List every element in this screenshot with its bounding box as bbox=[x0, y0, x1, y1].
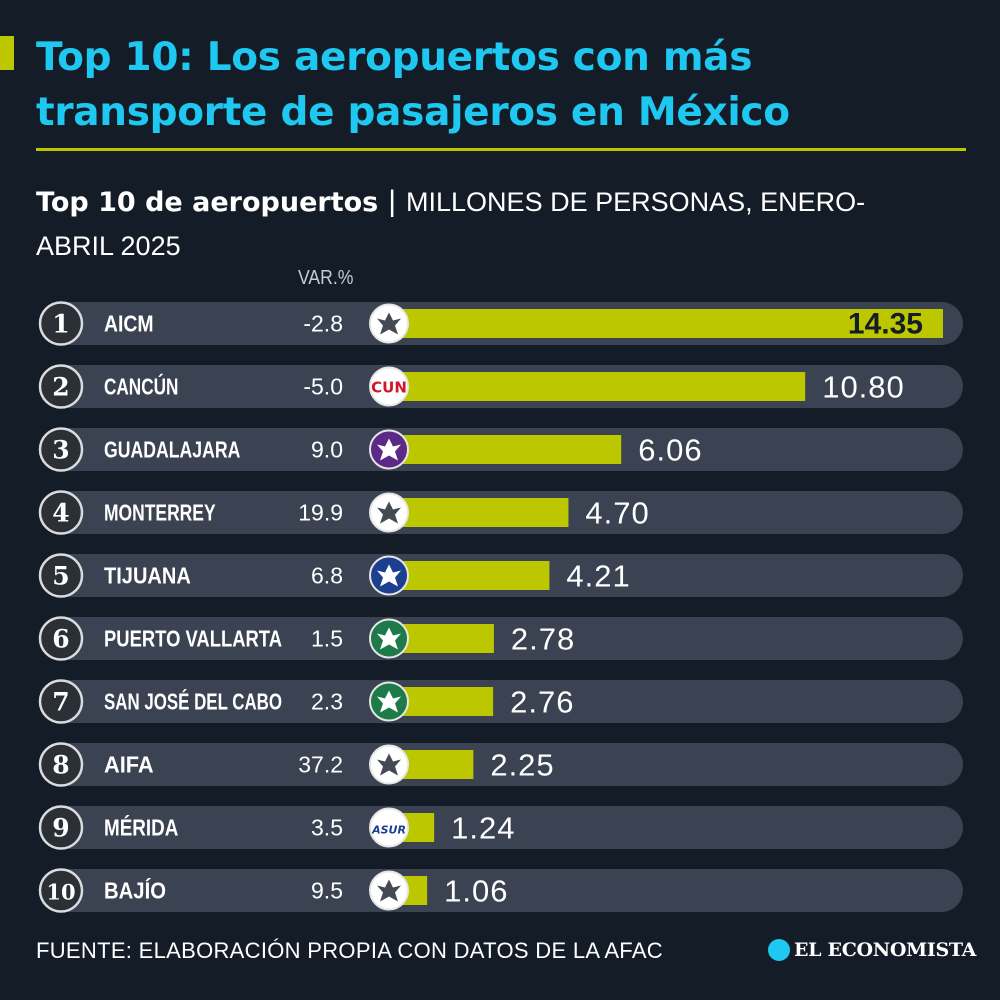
page-title: Top 10: Los aeropuertos con más transpor… bbox=[36, 35, 790, 135]
rank-badge bbox=[38, 616, 84, 661]
var-pct: 9.5 bbox=[311, 878, 343, 904]
rank-badge bbox=[38, 553, 84, 598]
airport-name-aicm: AICM bbox=[104, 311, 154, 337]
title-divider bbox=[36, 148, 966, 151]
var-pct: 6.8 bbox=[311, 563, 343, 589]
rank-number: 4 bbox=[52, 499, 69, 528]
var-pct: 9.0 bbox=[311, 437, 343, 463]
bar-tijuana bbox=[386, 561, 550, 590]
value-label: 14.35 bbox=[848, 308, 923, 341]
rank-number: 10 bbox=[46, 880, 75, 905]
subtitle-separator: | bbox=[388, 185, 397, 218]
logo-mark bbox=[377, 501, 401, 524]
merida-asur-logo-icon bbox=[369, 807, 409, 848]
bar-aicm bbox=[386, 309, 943, 338]
var-pct: 19.9 bbox=[298, 500, 343, 526]
airport-name-baj-o: BAJÍO bbox=[104, 877, 166, 904]
value-label: 6.06 bbox=[638, 433, 702, 468]
bar-canc-n bbox=[386, 372, 806, 401]
rank-number: 1 bbox=[52, 310, 69, 339]
value-label: 2.76 bbox=[510, 685, 574, 720]
var-pct: 3.5 bbox=[311, 815, 343, 841]
cancun-cun-logo-icon bbox=[369, 366, 409, 407]
airport-name-puerto-vallarta: PUERTO VALLARTA bbox=[104, 626, 282, 652]
chart-title: Top 10 de aeropuertos bbox=[36, 187, 379, 218]
airport-name-tijuana: TIJUANA bbox=[104, 563, 191, 589]
logo-text: CUN bbox=[371, 379, 407, 397]
chart-unit: MILLONES DE PERSONAS, ENERO-ABRIL 2025 bbox=[36, 187, 866, 261]
rank-number: 7 bbox=[52, 688, 69, 717]
rank-number: 3 bbox=[52, 436, 69, 465]
var-pct: 1.5 bbox=[311, 626, 343, 652]
logo-mark bbox=[377, 564, 401, 587]
rank-number: 6 bbox=[52, 625, 69, 654]
rank-number: 2 bbox=[52, 373, 69, 402]
rank-badge bbox=[38, 364, 84, 409]
airport-name-canc-n: CANCÚN bbox=[104, 373, 178, 400]
brand-name: EL ECONOMISTA bbox=[794, 939, 977, 961]
airport-name-guadalajara: GUADALAJARA bbox=[104, 437, 240, 463]
var-pct: -2.8 bbox=[303, 311, 343, 337]
source-note: FUENTE: ELABORACIÓN PROPIA CON DATOS DE … bbox=[36, 938, 663, 963]
brand-logo: EL ECONOMISTA bbox=[768, 939, 976, 961]
chart-subtitle: Top 10 de aeropuertos | MILLONES DE PERSON… bbox=[36, 180, 936, 268]
logo-mark bbox=[377, 879, 401, 902]
logo-mark bbox=[377, 438, 401, 461]
value-label: 10.80 bbox=[822, 370, 905, 405]
bar-monterrey bbox=[386, 498, 569, 527]
rank-number: 8 bbox=[52, 751, 69, 780]
el-economista-icon bbox=[768, 939, 790, 961]
logo-mark bbox=[377, 627, 401, 650]
accent-bar bbox=[0, 36, 14, 70]
row-track bbox=[40, 743, 963, 786]
row-track bbox=[40, 680, 963, 723]
airport-name-aifa: AIFA bbox=[104, 752, 154, 778]
var-pct: 37.2 bbox=[298, 752, 343, 778]
row-track bbox=[40, 617, 963, 660]
rank-number: 5 bbox=[52, 562, 69, 591]
rank-badge bbox=[38, 742, 84, 787]
rank-badge bbox=[38, 490, 84, 535]
var-column-header: VAR.% bbox=[298, 267, 354, 289]
var-pct: -5.0 bbox=[303, 374, 343, 400]
rank-number: 9 bbox=[52, 814, 69, 843]
airport-name-m-rida: MÉRIDA bbox=[104, 814, 178, 841]
value-label: 2.78 bbox=[511, 622, 575, 657]
value-label: 1.24 bbox=[451, 811, 515, 846]
airport-name-monterrey: MONTERREY bbox=[104, 500, 216, 526]
logo-mark bbox=[377, 312, 401, 335]
value-label: 2.25 bbox=[490, 748, 554, 783]
value-label: 4.21 bbox=[566, 559, 630, 594]
rank-badge bbox=[38, 805, 84, 850]
value-label: 1.06 bbox=[444, 874, 508, 909]
rank-badge bbox=[38, 868, 84, 913]
row-track bbox=[40, 869, 963, 912]
logo-mark bbox=[377, 753, 401, 776]
rank-badge bbox=[38, 679, 84, 724]
var-pct: 2.3 bbox=[311, 689, 343, 715]
airport-name-san-jos-del-cabo: SAN JOSÉ DEL CABO bbox=[104, 688, 282, 715]
value-label: 4.70 bbox=[585, 496, 649, 531]
logo-mark bbox=[377, 690, 401, 713]
rank-badge bbox=[38, 427, 84, 472]
logo-text: ASUR bbox=[371, 824, 406, 837]
row-track bbox=[40, 806, 963, 849]
bar-guadalajara bbox=[386, 435, 622, 464]
rank-badge bbox=[38, 301, 84, 346]
